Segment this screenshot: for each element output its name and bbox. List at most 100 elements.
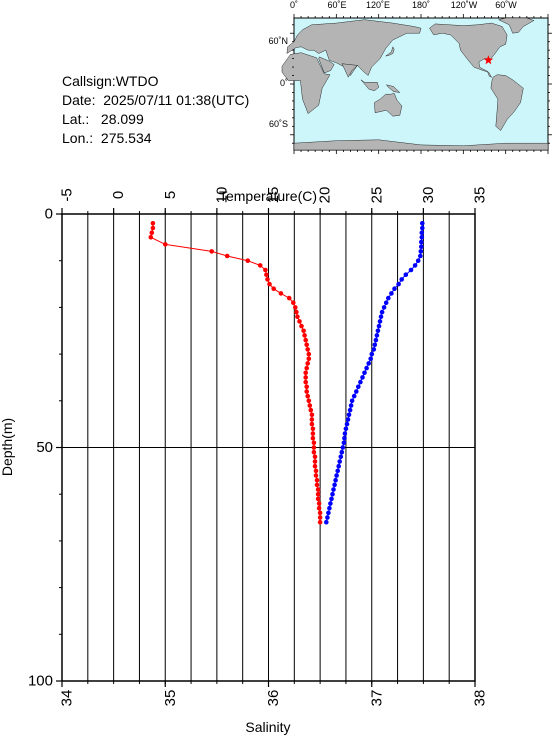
temperature-tick-label: 20 (317, 187, 334, 204)
series-layer (148, 221, 425, 525)
temperature-point (412, 263, 418, 268)
map-lon-label-120e: 120˚E (366, 0, 390, 10)
salinity-point (306, 356, 312, 362)
callsign-row: Callsign:WTDO (62, 72, 249, 91)
depth-axis-title: Depth(m) (0, 418, 15, 476)
map-lat-label-60s: 60˚S (269, 119, 288, 129)
temperature-point (408, 267, 414, 273)
salinity-point (305, 347, 311, 352)
temperature-point (386, 295, 391, 301)
temperature-tick-label: 5 (162, 191, 179, 199)
salinity-point (305, 361, 311, 366)
salinity-point (303, 375, 309, 380)
temperature-point (383, 300, 389, 306)
temperature-point (396, 281, 401, 287)
world-map: 0˚ 60˚E 120˚E 180˚ 120˚W 60˚W 60˚N 0˚ 60… (268, 0, 552, 154)
temperature-point (330, 491, 335, 497)
salinity-point (311, 440, 317, 446)
temperature-point (360, 375, 365, 380)
salinity-point (315, 496, 321, 502)
salinity-tick-label: 36 (265, 690, 282, 707)
temperature-point (378, 314, 384, 320)
salinity-point (291, 300, 296, 306)
salinity-point (313, 473, 319, 478)
salinity-point (295, 314, 300, 320)
temperature-point (392, 286, 397, 292)
salinity-point (301, 328, 306, 334)
salinity-point (299, 323, 304, 329)
salinity-point (317, 519, 323, 525)
salinity-point (149, 230, 155, 235)
land-south-america (490, 74, 524, 131)
temperature-point (342, 435, 347, 441)
map-lat-label-0: 0˚ (280, 78, 288, 88)
salinity-point (278, 291, 284, 296)
temperature-point (334, 473, 339, 478)
temperature-point (356, 384, 361, 390)
salinity-point (245, 258, 251, 264)
salinity-point (309, 417, 315, 422)
temperature-point (326, 510, 331, 516)
salinity-point (310, 426, 316, 432)
salinity-point (314, 482, 320, 488)
map-lon-label-60w: 60˚W (495, 0, 517, 10)
temperature-point (344, 421, 350, 427)
salinity-point (317, 515, 323, 520)
lon-label: Lon.: (62, 130, 94, 146)
salinity-point (294, 309, 299, 315)
lat-label: Lat.: (62, 111, 90, 127)
temperature-point (399, 277, 405, 282)
date-value: 2025/07/11 01:38(UTC) (103, 92, 250, 108)
temperature-point (335, 468, 341, 474)
lon-value: 275.534 (100, 130, 152, 146)
salinity-point (304, 389, 310, 394)
temperature-point (337, 459, 343, 464)
salinity-tick-label: 37 (368, 690, 385, 707)
temperature-axis-title: Temperature(C) (219, 188, 317, 204)
profile-plot: -5 0 5 10 15 20 25 30 35 34 35 36 37 38 0 50 100 Tempe… (0, 187, 489, 735)
salinity-point (314, 477, 320, 483)
salinity-tick-label: 35 (162, 690, 179, 707)
temperature-point (364, 365, 369, 371)
temperature-point (368, 356, 374, 362)
temperature-point (419, 239, 424, 245)
temperature-profile (324, 221, 425, 525)
temperature-point (329, 496, 334, 502)
temperature-point (362, 370, 367, 376)
temperature-point (379, 309, 385, 315)
temperature-point (324, 519, 329, 525)
temperature-tick-label: 0 (110, 191, 127, 199)
temperature-point (373, 337, 379, 343)
salinity-point (163, 242, 168, 247)
temperature-point (347, 407, 353, 413)
temperature-point (354, 389, 359, 394)
salinity-point (224, 253, 230, 259)
land-japan (385, 46, 395, 57)
salinity-point (257, 263, 263, 268)
salinity-point (312, 454, 318, 460)
salinity-point (297, 319, 302, 324)
salinity-point (312, 459, 318, 464)
temperature-tick-label: 15 (265, 187, 282, 204)
salinity-point (305, 393, 311, 399)
land-north-america (429, 22, 508, 78)
lat-value: 28.099 (100, 111, 144, 127)
temperature-point (420, 221, 425, 226)
salinity-point (302, 333, 307, 338)
temperature-point (346, 412, 352, 418)
temperature-tick-label: -5 (59, 188, 76, 201)
temperature-point (328, 501, 333, 506)
salinity-point (286, 295, 292, 301)
temperature-tick-label: 10 (213, 187, 230, 204)
salinity-point (303, 337, 309, 343)
temperature-point (375, 328, 381, 334)
salinity-point (304, 384, 310, 390)
temperature-point (366, 361, 372, 366)
salinity-point (310, 435, 316, 441)
land-australia (374, 93, 403, 117)
land-europe-asia (286, 19, 422, 76)
temperature-point (419, 244, 424, 249)
salinity-point (267, 281, 272, 287)
station-marker-icon (483, 55, 494, 65)
